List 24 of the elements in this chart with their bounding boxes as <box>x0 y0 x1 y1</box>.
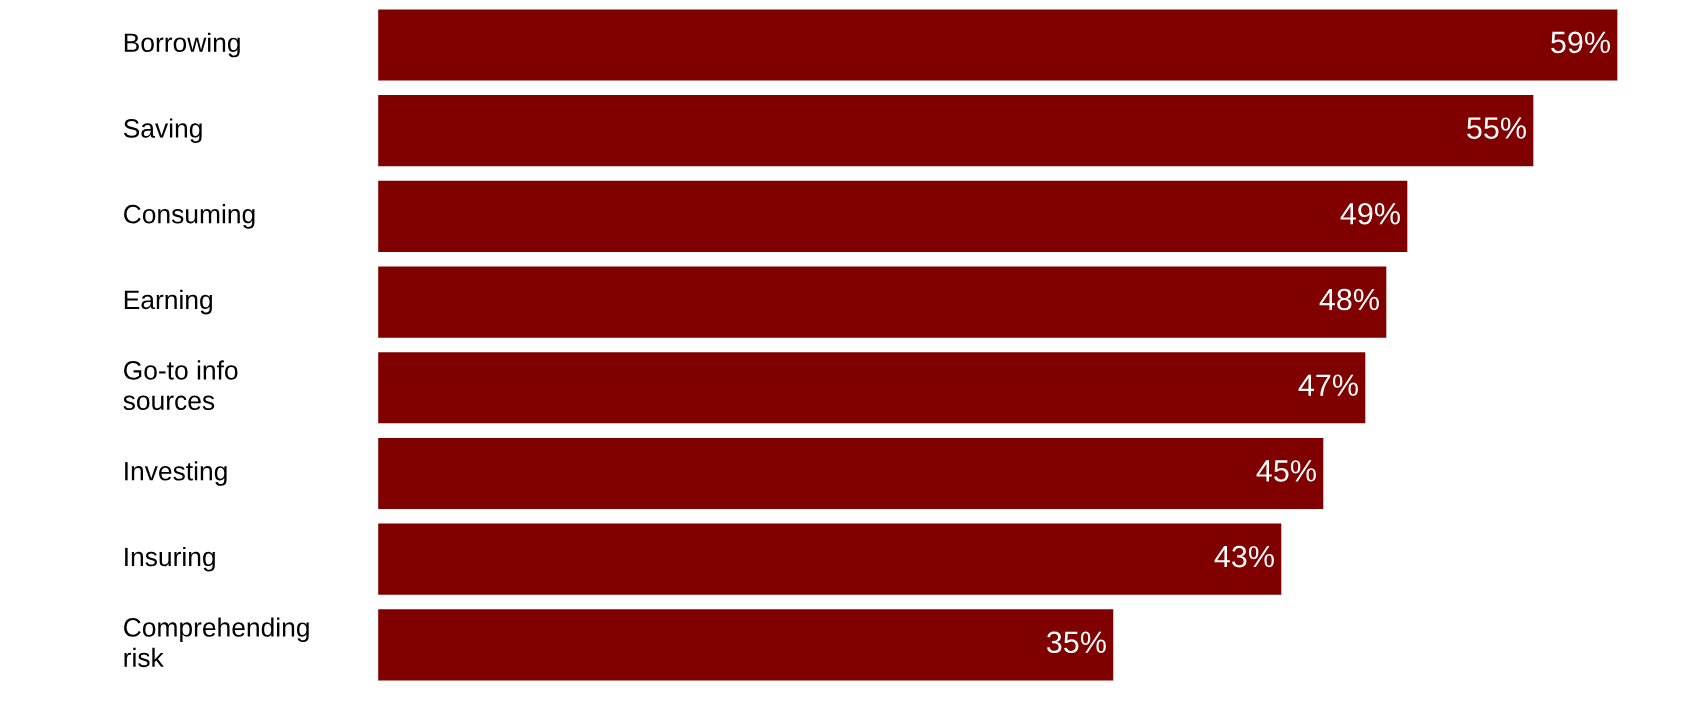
data-label: 47% <box>1298 374 1358 396</box>
bar <box>378 609 1114 681</box>
y-tick-label: Borrowing <box>124 32 240 58</box>
y-tick-label: Saving <box>123 118 202 143</box>
bar <box>378 437 1324 510</box>
bar <box>378 523 1282 595</box>
bar <box>378 95 1534 167</box>
data-label: 48% <box>1319 288 1379 311</box>
y-tick-label: Investing <box>125 461 227 486</box>
y-tick-label: Comprehending risk <box>124 617 309 668</box>
data-label: 55% <box>1467 117 1526 139</box>
y-tick-label: Consuming <box>124 204 255 229</box>
data-label: 59% <box>1551 31 1610 54</box>
bar <box>378 180 1408 252</box>
bar <box>378 266 1387 338</box>
y-tick-label: Earning <box>124 289 212 315</box>
data-label: 35% <box>1046 631 1106 654</box>
data-label: 45% <box>1256 460 1316 482</box>
data-label: 43% <box>1214 545 1274 568</box>
bar <box>378 352 1366 424</box>
y-tick-label: Insuring <box>125 546 215 572</box>
y-tick-label: Go-to info sources <box>123 360 238 411</box>
data-label: 49% <box>1340 202 1400 225</box>
bar <box>378 9 1618 81</box>
